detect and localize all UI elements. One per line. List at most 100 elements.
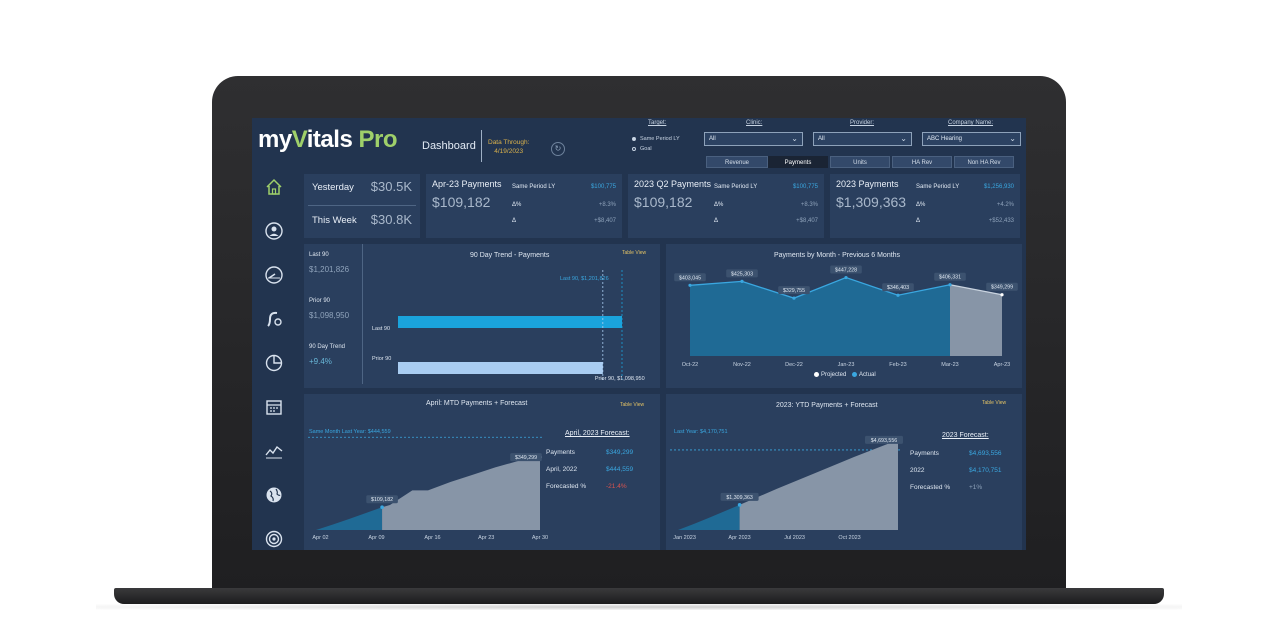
callout-bg [366,495,398,504]
forecast-row-value: +1% [969,484,983,491]
trend-90-panel: Last 90 $1,201,826 Prior 90 $1,098,950 9… [304,244,660,388]
compare-label: Same Period LY [512,184,556,190]
data-label-bg [934,272,966,281]
divider [308,205,416,206]
bar-last90 [398,316,622,328]
kpi-card-year: 2023 Payments $1,309,363 Same Period LY … [830,174,1020,238]
forecast-row-value: $4,693,556 [969,450,1002,457]
bar-prior90 [398,362,603,374]
clinic-dropdown[interactable]: All ⌄ [704,132,803,146]
x-tick-label: Apr 09 [368,535,384,541]
monthly-title: Payments by Month - Previous 6 Months [774,252,901,259]
forecast-row-value: $444,559 [606,466,634,473]
provider-dropdown[interactable]: All ⌄ [813,132,912,146]
kpi-card-month: Apr-23 Payments $109,182 Same Period LY … [426,174,622,238]
forecast-row-value: -21.4% [606,483,627,490]
x-tick-label: Apr 2023 [728,535,750,541]
card-value: $1,309,363 [836,194,907,210]
compare-value: $1,256,930 [983,184,1014,190]
laptop-base [114,588,1164,604]
reference-line-label: Last Year: $4,170,751 [674,429,728,435]
prior90-value: $1,098,950 [309,311,350,320]
ytd-title: 2023: YTD Payments + Forecast [776,402,878,409]
card-title: 2023 Q2 Payments [634,179,712,189]
card-value: $109,182 [432,194,491,210]
tab-payments[interactable]: Payments [768,156,828,168]
trend-value: +9.4% [309,357,332,366]
delta-pct-label: Δ% [714,202,724,208]
reference-line-label: Same Month Last Year: $444,559 [309,429,391,435]
monthly-area-chart: $403,045 Oct-22 $425,303 Nov-22 $329,755 Dec-… [674,265,1018,368]
refresh-icon[interactable]: ↻ [551,142,565,156]
forecast-row-label: Forecasted % [910,484,951,491]
bar-data-label: Prior 90, $1,098,950 [595,376,645,382]
gauge-icon[interactable] [265,266,283,284]
company-dropdown[interactable]: ABC Hearing ⌄ [922,132,1021,146]
tab-units[interactable]: Units [830,156,890,168]
trend90-bar-chart: Last 90 Prior 90 Last 90, $1,201,826 Prior … [372,270,645,382]
data-label: $403,045 [679,275,701,281]
table-view-link[interactable]: Table View [982,400,1007,406]
data-label: $329,755 [783,288,805,294]
trend-label: 90 Day Trend [309,344,346,350]
data-point [688,283,692,287]
forecast-area [382,457,540,530]
data-label: $349,299 [991,285,1013,291]
home-icon[interactable] [265,178,283,196]
pie-chart-icon[interactable] [265,354,283,372]
table-view-link[interactable]: Table View [620,402,645,408]
target-icon[interactable] [265,530,283,548]
delta-pct: +8.3% [800,202,818,208]
mtd-panel: April: MTD Payments + Forecast Table Vie… [304,394,660,550]
delta-label: Δ [512,218,517,224]
tab-revenue[interactable]: Revenue [706,156,768,168]
trend-icon[interactable] [265,442,283,460]
legend-actual-marker [852,372,858,377]
forecast-row-label: Forecasted % [546,483,587,490]
forecast-row-value: $4,170,751 [969,467,1002,474]
data-point [740,279,744,283]
yesterday-value: $30.5K [370,179,412,194]
prior90-label: Prior 90 [309,298,331,304]
forecast-row-label: Payments [910,450,939,457]
last90-value: $1,201,826 [309,265,350,274]
tab-ha-rev[interactable]: HA Rev [892,156,952,168]
x-tick-label: Oct-22 [682,362,699,368]
forecast-row-label: 2022 [910,467,925,474]
x-tick-label: Apr-23 [994,362,1011,368]
forecast-callout: $4,693,556 [871,438,898,444]
bar-data-label: Last 90, $1,201,826 [560,276,609,282]
person-icon[interactable] [265,222,283,240]
target-option-goal[interactable]: Goal [632,146,652,152]
chart-legend: Projected Actual [810,372,876,378]
delta-pct-label: Δ% [512,202,522,208]
forecast-title: 2023 Forecast: [942,432,989,439]
bar-category-label: Last 90 [372,326,390,332]
yesterday-label: Yesterday [312,182,354,193]
data-label: $406,331 [939,275,961,281]
calendar-icon[interactable] [265,398,283,416]
header: myVitals Pro Dashboard Data Through: 4/1… [252,118,1026,168]
x-tick-label: Oct 2023 [838,535,860,541]
chevron-down-icon: ⌄ [900,134,907,143]
compare-label: Same Period LY [714,184,758,190]
callout-bg [720,492,759,501]
data-label-bg [726,269,758,278]
target-option-same-period[interactable]: Same Period LY [632,136,680,142]
compare-value: $100,775 [792,184,818,190]
dashboard-screen: myVitals Pro Dashboard Data Through: 4/1… [252,118,1026,550]
x-tick-label: Jan-23 [838,362,855,368]
tab-non-ha-rev[interactable]: Non HA Rev [954,156,1014,168]
delta-value: +$52,433 [988,218,1014,224]
delta-value: +$8,407 [594,218,616,224]
clinic-label: Clinic: [746,120,763,126]
table-view-link[interactable]: Table View [622,250,647,256]
globe-icon[interactable] [265,486,283,504]
data-label-bg [778,286,810,295]
data-label-bg [830,265,862,274]
data-label-bg [986,282,1018,291]
hearing-aid-icon[interactable] [265,310,283,328]
x-tick-label: Jul 2023 [784,535,805,541]
bar-category-label: Prior 90 [372,356,391,362]
kpi-yesterday-week: Yesterday $30.5K This Week $30.8K [304,174,420,238]
